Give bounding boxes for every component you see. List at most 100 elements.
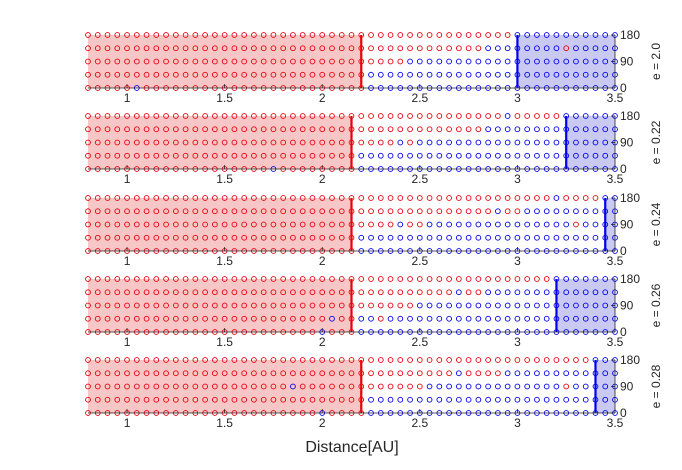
data-point	[202, 370, 208, 377]
data-point	[387, 315, 394, 322]
data-point	[143, 276, 150, 282]
data-point	[329, 289, 335, 296]
data-point	[241, 370, 248, 377]
data-point	[524, 396, 531, 403]
data-point	[153, 221, 160, 228]
data-point	[426, 113, 433, 119]
data-point	[85, 58, 91, 65]
data-point	[387, 370, 394, 377]
x-tick-label: 3.5	[607, 172, 624, 186]
panel-label: e = 0.22	[649, 120, 663, 164]
data-point	[573, 126, 579, 133]
data-point	[251, 71, 257, 78]
data-point	[338, 71, 345, 78]
data-point	[85, 113, 91, 119]
data-point	[163, 139, 169, 146]
data-point	[221, 396, 228, 403]
x-tick-label: 1.5	[216, 172, 233, 186]
data-point	[182, 383, 189, 390]
data-point	[338, 113, 345, 119]
data-point	[446, 139, 452, 146]
data-point	[280, 113, 287, 119]
data-point	[446, 302, 452, 309]
data-point	[182, 221, 189, 228]
data-point	[133, 126, 140, 133]
data-point	[602, 126, 609, 133]
data-point	[377, 126, 384, 133]
data-point	[485, 152, 491, 159]
data-point	[368, 195, 374, 201]
data-point	[260, 289, 267, 296]
data-point	[534, 234, 540, 241]
data-point	[104, 195, 111, 201]
data-point	[456, 126, 462, 133]
data-point	[338, 276, 345, 282]
data-point	[104, 221, 111, 228]
data-point	[553, 71, 560, 78]
data-point	[426, 383, 433, 390]
data-point	[553, 126, 560, 133]
y-tick-label: 0	[620, 325, 627, 339]
data-point	[270, 71, 277, 78]
data-point	[387, 71, 394, 78]
data-point	[280, 276, 287, 282]
blue-region	[595, 360, 615, 413]
data-point	[348, 45, 355, 52]
data-point	[85, 45, 91, 52]
data-point	[475, 396, 482, 403]
data-point	[348, 357, 355, 363]
data-point	[231, 357, 238, 363]
data-point	[221, 126, 228, 133]
data-point	[602, 370, 609, 377]
data-point	[465, 139, 472, 146]
data-point	[338, 126, 345, 133]
data-point	[104, 396, 111, 403]
data-point	[114, 234, 121, 241]
data-point	[104, 276, 111, 282]
data-point	[221, 113, 228, 119]
data-point	[299, 370, 306, 377]
data-point	[124, 208, 130, 215]
data-point	[251, 45, 257, 52]
data-point	[563, 234, 570, 241]
data-point	[280, 221, 287, 228]
data-point	[202, 234, 208, 241]
data-point	[163, 71, 169, 78]
data-point	[270, 126, 277, 133]
data-point	[329, 221, 335, 228]
data-point	[485, 357, 491, 363]
data-point	[563, 370, 570, 377]
data-point	[534, 139, 540, 146]
data-point	[426, 195, 433, 201]
data-point	[192, 58, 199, 65]
data-point	[524, 195, 531, 201]
data-point	[475, 276, 482, 282]
data-point	[407, 195, 413, 201]
data-point	[192, 289, 199, 296]
data-point	[504, 32, 511, 38]
data-point	[182, 302, 189, 309]
data-point	[104, 289, 111, 296]
data-point	[163, 357, 169, 363]
data-point	[377, 32, 384, 38]
data-point	[465, 221, 472, 228]
data-point	[475, 58, 482, 65]
data-point	[397, 315, 404, 322]
data-point	[407, 152, 413, 159]
data-point	[221, 357, 228, 363]
data-point	[573, 139, 579, 146]
data-point	[543, 58, 550, 65]
data-point	[212, 152, 218, 159]
blue-region	[605, 198, 615, 251]
data-point	[524, 126, 531, 133]
data-point	[270, 396, 277, 403]
data-point	[495, 289, 501, 296]
data-point	[163, 289, 169, 296]
data-point	[495, 195, 501, 201]
x-tick-label: 1.5	[216, 416, 233, 430]
data-point	[573, 208, 579, 215]
data-point	[426, 396, 433, 403]
data-point	[456, 315, 462, 322]
data-point	[436, 370, 443, 377]
data-point	[270, 208, 277, 215]
